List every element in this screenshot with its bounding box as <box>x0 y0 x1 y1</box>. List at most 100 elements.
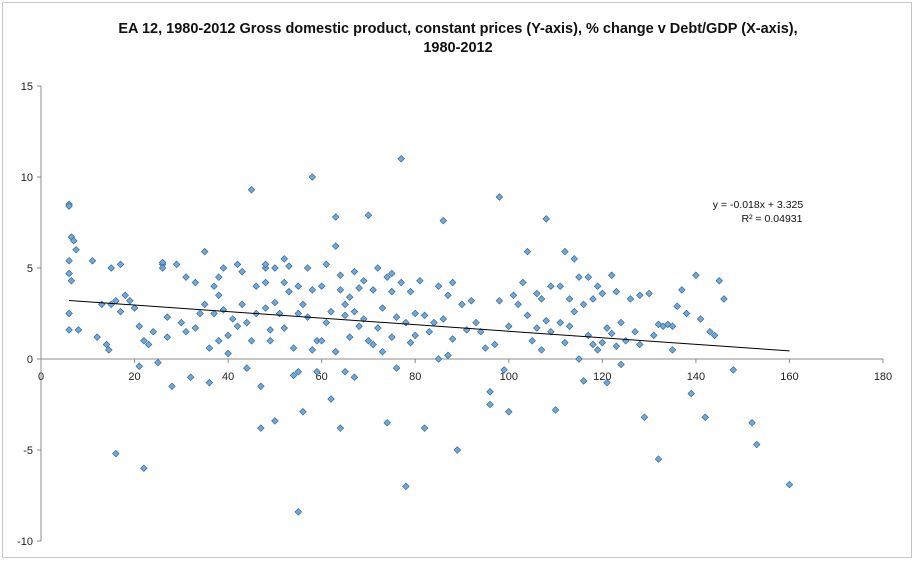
x-tick-label: 80 <box>409 371 421 383</box>
data-point <box>261 304 270 312</box>
data-point <box>584 331 593 340</box>
data-point <box>462 326 471 334</box>
data-point <box>645 289 653 298</box>
data-point <box>308 286 317 294</box>
data-point <box>322 260 331 269</box>
data-point <box>570 255 578 263</box>
data-point <box>219 306 228 314</box>
data-point <box>294 282 303 290</box>
data-point <box>191 324 200 332</box>
data-point <box>355 284 363 292</box>
data-point <box>289 344 298 352</box>
data-point <box>299 408 307 416</box>
data-point <box>294 368 303 376</box>
data-point <box>261 260 270 269</box>
data-point <box>163 313 172 321</box>
data-point <box>271 298 279 307</box>
data-point <box>523 247 532 256</box>
data-point <box>509 291 518 300</box>
data-point <box>748 418 756 427</box>
data-point <box>168 382 176 391</box>
data-point <box>233 260 242 269</box>
data-point <box>565 322 574 330</box>
data-point <box>617 318 625 327</box>
x-tick-label: 60 <box>316 371 328 383</box>
data-point <box>224 349 232 358</box>
data-point <box>285 287 293 296</box>
data-point <box>210 309 218 318</box>
data-point <box>444 351 452 360</box>
data-point <box>130 304 139 312</box>
data-point <box>364 337 373 345</box>
data-point <box>533 289 541 298</box>
trendline-equation: y = -0.018x + 3.325 <box>713 199 804 211</box>
data-point <box>215 291 223 300</box>
data-point <box>575 355 583 363</box>
data-point <box>528 337 536 345</box>
data-point <box>88 256 97 265</box>
x-tick-label: 0 <box>38 371 44 383</box>
data-point <box>341 311 349 320</box>
data-point <box>491 340 499 349</box>
data-point <box>453 446 462 454</box>
data-point <box>523 311 532 320</box>
data-point <box>640 413 649 421</box>
data-point <box>598 338 607 347</box>
data-point <box>172 260 181 269</box>
data-point <box>144 340 153 349</box>
data-point <box>448 335 457 343</box>
data-point <box>411 331 419 340</box>
data-point <box>280 278 288 287</box>
y-tick-label: 0 <box>27 354 33 366</box>
data-point <box>313 368 321 376</box>
data-point <box>65 202 73 210</box>
data-point <box>93 333 101 341</box>
data-point <box>102 340 111 349</box>
data-point <box>327 395 335 403</box>
data-point <box>397 278 405 287</box>
data-point <box>341 300 349 309</box>
data-point <box>579 300 588 309</box>
data-point <box>729 366 738 374</box>
data-point <box>411 309 419 318</box>
data-point <box>215 337 223 345</box>
data-point <box>271 264 279 272</box>
data-point <box>650 331 658 340</box>
data-point <box>584 273 593 281</box>
trendline-r-squared: R² = 0.04931 <box>741 213 802 225</box>
data-point <box>346 293 354 301</box>
data-point <box>247 337 256 345</box>
y-tick-label: -5 <box>23 445 33 457</box>
chart-title: EA 12, 1980-2012 Gross domestic product,… <box>0 20 916 58</box>
data-point <box>593 346 602 354</box>
data-point <box>308 346 317 354</box>
y-tick-label: 15 <box>21 81 33 93</box>
data-point <box>612 287 621 296</box>
data-point <box>303 264 312 272</box>
data-point <box>383 418 391 427</box>
data-point <box>331 213 340 221</box>
data-point <box>692 271 700 280</box>
data-point <box>402 482 410 491</box>
data-point <box>682 309 691 318</box>
data-point <box>65 269 73 278</box>
trendline-group <box>69 299 790 352</box>
data-point <box>378 304 387 312</box>
data-point <box>243 318 251 327</box>
data-point <box>430 318 438 327</box>
data-point <box>158 264 167 272</box>
data-point <box>425 327 433 336</box>
data-point <box>476 327 485 336</box>
data-point <box>322 318 331 327</box>
data-point <box>617 360 625 369</box>
data-point <box>271 417 279 425</box>
x-tick-label: 140 <box>687 371 705 383</box>
data-point <box>140 337 148 345</box>
data-point <box>205 344 214 352</box>
data-point <box>607 329 616 338</box>
data-point <box>537 295 546 303</box>
data-point <box>547 282 555 290</box>
data-point <box>547 327 555 336</box>
